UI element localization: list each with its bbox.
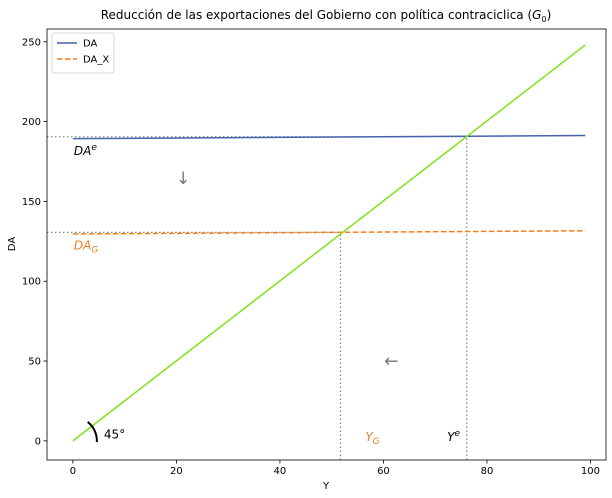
y-tick-label: 200	[22, 117, 41, 128]
x-tick-label: 20	[170, 466, 183, 477]
y-tick-label: 0	[35, 436, 41, 447]
x-tick-label: 40	[274, 466, 287, 477]
legend-label: DA	[83, 39, 98, 50]
chart-title-symbol: G	[532, 8, 541, 22]
series-45-degree-line-line	[72, 44, 586, 442]
x-tick-label: 60	[377, 466, 390, 477]
y-tick-label: 150	[22, 197, 41, 208]
y-tick-label: 50	[28, 357, 41, 368]
annotation-arrow-left-icon: ←	[384, 352, 398, 372]
x-axis: 0 20 40 60 80 100	[70, 460, 600, 477]
chart-title-main: Reducción de las exportaciones del Gobie…	[101, 8, 532, 22]
annotation-angle-label: 45°	[104, 427, 125, 441]
chart-title-close: )	[547, 8, 552, 22]
x-axis-label: Y	[322, 481, 330, 492]
y-axis-label: DA	[7, 237, 18, 252]
annotation-y-e: Ye	[447, 429, 460, 444]
chart-title-subscript: 0	[541, 15, 546, 24]
y-tick-label: 250	[22, 37, 41, 48]
plot-frame	[46, 28, 607, 461]
annotations: DAe DAG YG Ye 45° ↓ ←	[74, 143, 461, 447]
legend: DA DA_X	[51, 32, 115, 74]
plot-area	[47, 44, 586, 460]
annotation-da-g: DAG	[74, 238, 98, 255]
annotation-arrow-down-icon: ↓	[176, 169, 190, 189]
series-da-x-line	[72, 230, 586, 235]
angle-arc	[87, 421, 98, 443]
x-tick-label: 0	[70, 466, 76, 477]
chart-title: Reducción de las exportaciones del Gobie…	[101, 8, 552, 24]
x-tick-label: 80	[481, 466, 494, 477]
x-tick-label: 100	[581, 466, 600, 477]
legend-label: DA_X	[83, 55, 109, 66]
y-tick-label: 100	[22, 277, 41, 288]
annotation-da-e: DAe	[74, 143, 97, 158]
y-axis: 0 50 100 150 200 250	[22, 37, 47, 447]
series-da-line	[72, 134, 586, 140]
annotation-y-g: YG	[365, 430, 379, 447]
